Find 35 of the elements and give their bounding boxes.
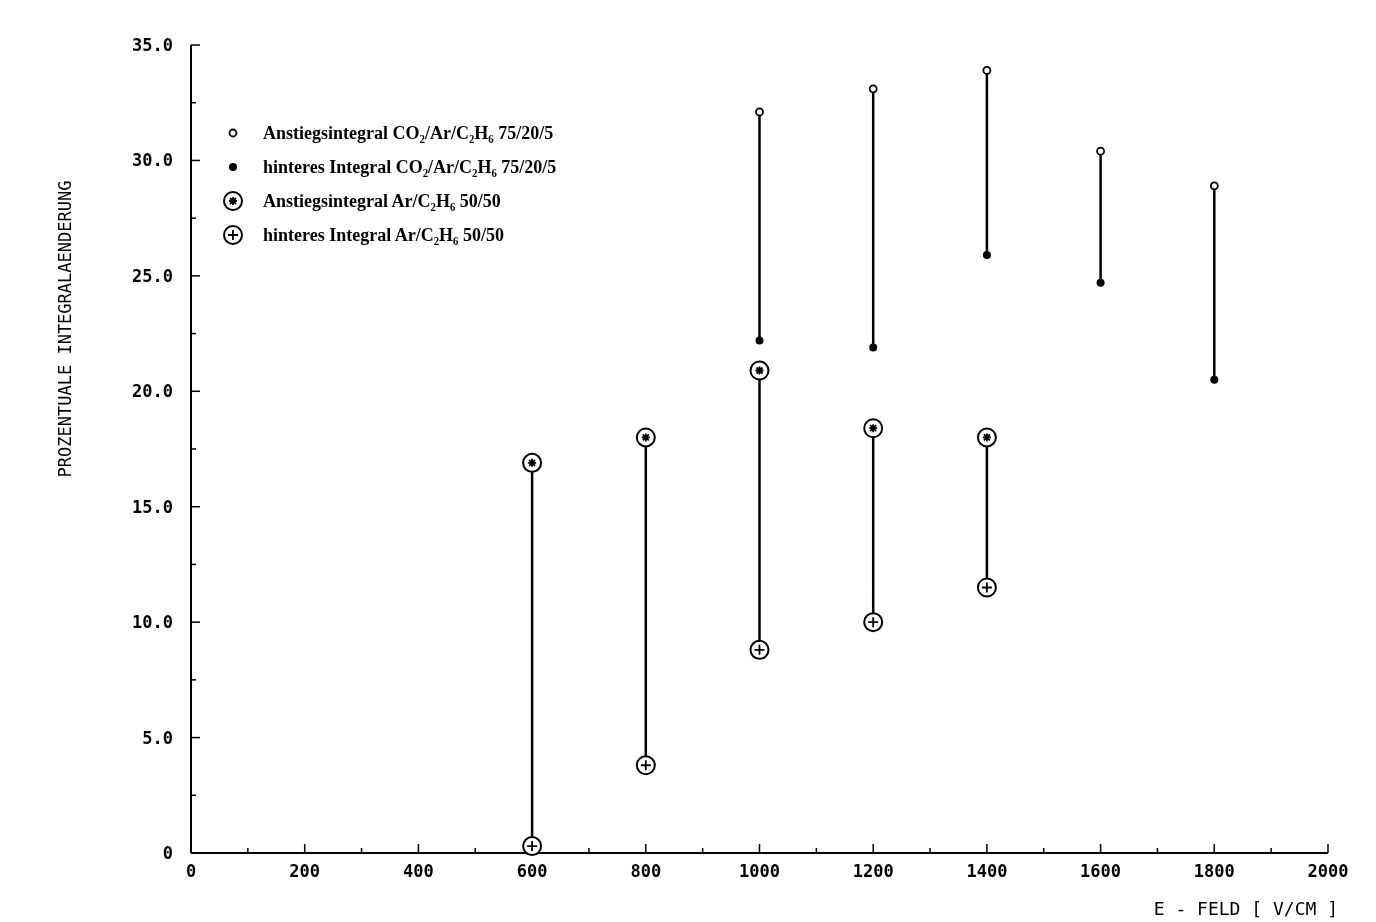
x-tick-label: 2000 [1307,861,1349,881]
point [755,107,764,117]
x-axis-title: E - FELD [ V/CM ] [1153,898,1338,919]
x-tick-label: 600 [516,861,548,881]
x-tick-label: 0 [185,861,197,881]
legend-label: Anstiegsintegral CO₂/Ar/C₂H₆ 75/20/5 [263,123,554,144]
y-tick-label: 5.0 [142,727,173,748]
x-tick-label: 200 [289,861,321,881]
y-tick-label: 35.0 [132,34,173,55]
x-tick-label: 1400 [966,861,1008,881]
point [869,343,878,352]
y-tick-label: 25.0 [132,265,173,286]
point [982,65,992,75]
x-tick-label: 1800 [1193,861,1235,881]
x-tick-label: 1000 [739,861,780,881]
point [1096,278,1105,287]
y-tick-label: 0 [162,842,173,863]
legend-label: Anstiegsintegral Ar/C₂H₆ 50/50 [263,191,501,212]
x-tick-label: 400 [403,861,434,881]
point [1209,181,1219,191]
x-tick-label: 800 [630,861,662,881]
y-tick-label: 30.0 [132,150,173,171]
point [1210,375,1219,384]
legend-label: hinteres Integral Ar/C₂H₆ 50/50 [263,225,504,246]
x-tick-label: 1200 [852,861,894,881]
point [755,336,764,345]
y-tick-label: 10.0 [132,612,173,633]
y-axis-title: PROZENTUALE INTEGRALAENDERUNG [55,180,75,478]
point [1096,146,1105,156]
x-tick-label: 1600 [1080,861,1122,881]
point [982,251,991,260]
y-tick-label: 20.0 [132,381,173,402]
y-tick-label: 15.0 [132,496,173,517]
point [868,84,878,94]
legend-label: hinteres Integral CO₂/Ar/C₂H₆ 75/20/5 [263,157,557,178]
